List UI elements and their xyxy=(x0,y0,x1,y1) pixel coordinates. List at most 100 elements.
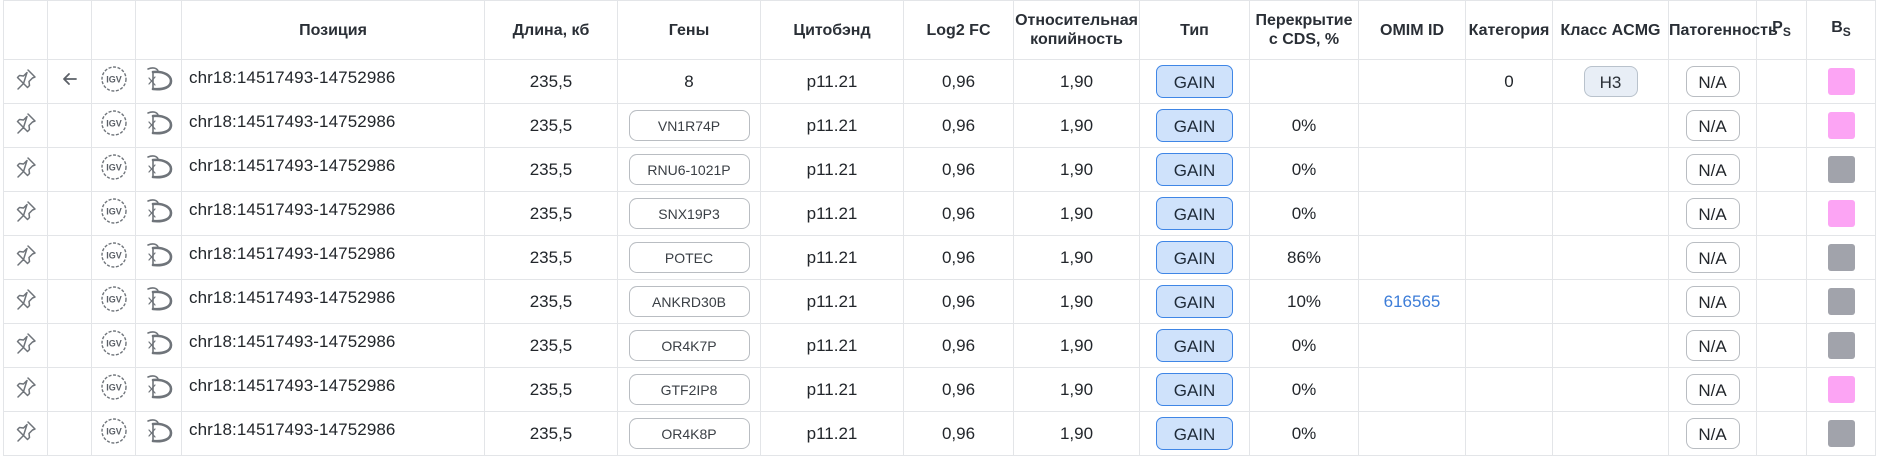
table-row[interactable]: IGV chr18:14517493-14752986 235,5 SNX19P3 p1… xyxy=(3,191,1876,236)
genes-cell[interactable]: VN1R74P xyxy=(617,103,761,148)
gene-chip[interactable]: POTEC xyxy=(628,242,750,273)
header-length[interactable]: Длина, кб xyxy=(484,0,618,60)
genes-cell[interactable]: SNX19P3 xyxy=(617,191,761,236)
gene-chip[interactable]: GTF2IP8 xyxy=(628,374,750,405)
header-type[interactable]: Тип xyxy=(1139,0,1250,60)
genes-count[interactable]: 8 xyxy=(684,71,694,91)
header-pathogenicity[interactable]: Патогенность xyxy=(1668,0,1778,60)
table-row[interactable]: IGV chr18:14517493-14752986 235,5 VN1R74P p1… xyxy=(3,103,1876,148)
igv-button[interactable]: IGV xyxy=(91,279,136,324)
type-badge: GAIN xyxy=(1156,109,1233,142)
gene-chip[interactable]: OR4K8P xyxy=(628,418,750,449)
header-acmg[interactable]: Класс ACMG xyxy=(1552,0,1669,60)
header-bs[interactable]: BS xyxy=(1806,0,1876,60)
pathogenicity-badge[interactable]: N/A xyxy=(1685,330,1740,361)
table-row[interactable]: IGV chr18:14517493-14752986 235,5 POTEC p11.… xyxy=(3,235,1876,280)
pin-button[interactable] xyxy=(3,191,48,236)
pathogenicity-badge[interactable]: N/A xyxy=(1685,374,1740,405)
relative-copy-cell: 1,90 xyxy=(1013,59,1140,104)
table-row[interactable]: IGV chr18:14517493-14752986 235,5 8 p11.21 0,… xyxy=(3,59,1876,104)
omim-link[interactable]: 616565 xyxy=(1383,291,1441,311)
decipher-button[interactable] xyxy=(135,323,182,368)
decipher-button[interactable] xyxy=(135,367,182,412)
gene-chip[interactable]: ANKRD30B xyxy=(628,286,750,317)
header-relative-copy[interactable]: Относительная копийность xyxy=(1013,0,1140,60)
acmg-cell[interactable]: H3 xyxy=(1552,59,1669,104)
header-position[interactable]: Позиция xyxy=(181,0,485,60)
pathogenicity-cell[interactable]: N/A xyxy=(1668,411,1757,456)
header-category[interactable]: Категория xyxy=(1465,0,1553,60)
decipher-button[interactable] xyxy=(135,411,182,456)
pathogenicity-badge[interactable]: N/A xyxy=(1685,286,1740,317)
decipher-button[interactable] xyxy=(135,235,182,280)
pin-button[interactable] xyxy=(3,103,48,148)
acmg-badge[interactable]: H3 xyxy=(1583,66,1638,97)
genes-cell[interactable]: 8 xyxy=(617,59,761,104)
omim-cell[interactable]: 616565 xyxy=(1358,279,1466,324)
igv-button[interactable]: IGV xyxy=(91,323,136,368)
pathogenicity-badge[interactable]: N/A xyxy=(1685,418,1740,449)
log2fc-value: 0,96 xyxy=(941,203,976,223)
table-row[interactable]: IGV chr18:14517493-14752986 235,5 GTF2IP8 p1… xyxy=(3,367,1876,412)
pin-button[interactable] xyxy=(3,367,48,412)
table-row[interactable]: IGV chr18:14517493-14752986 235,5 OR4K7P p11… xyxy=(3,323,1876,368)
gene-chip[interactable]: SNX19P3 xyxy=(628,198,750,229)
pathogenicity-cell[interactable]: N/A xyxy=(1668,235,1757,280)
gene-chip[interactable]: VN1R74P xyxy=(628,110,750,141)
acmg-cell xyxy=(1552,103,1669,148)
igv-button[interactable]: IGV xyxy=(91,59,136,104)
igv-button[interactable]: IGV xyxy=(91,367,136,412)
pin-button[interactable] xyxy=(3,323,48,368)
pathogenicity-badge[interactable]: N/A xyxy=(1685,66,1740,97)
igv-button[interactable]: IGV xyxy=(91,147,136,192)
decipher-button[interactable] xyxy=(135,191,182,236)
pathogenicity-cell[interactable]: N/A xyxy=(1668,323,1757,368)
genes-cell[interactable]: POTEC xyxy=(617,235,761,280)
gene-chip[interactable]: RNU6-1021P xyxy=(628,154,750,185)
header-log2fc[interactable]: Log2 FC xyxy=(903,0,1014,60)
header-cds-overlap[interactable]: Перекрытие с CDS, % xyxy=(1249,0,1359,60)
igv-button[interactable]: IGV xyxy=(91,411,136,456)
cds-overlap-value: 0% xyxy=(1291,379,1317,399)
igv-button[interactable]: IGV xyxy=(91,191,136,236)
back-button[interactable] xyxy=(47,59,92,104)
header-genes[interactable]: Гены xyxy=(617,0,761,60)
pathogenicity-cell[interactable]: N/A xyxy=(1668,59,1757,104)
pathogenicity-badge[interactable]: N/A xyxy=(1685,198,1740,229)
pin-button[interactable] xyxy=(3,279,48,324)
decipher-button[interactable] xyxy=(135,59,182,104)
pathogenicity-badge[interactable]: N/A xyxy=(1685,110,1740,141)
header-ps[interactable]: PS xyxy=(1756,0,1807,60)
pin-button[interactable] xyxy=(3,59,48,104)
pathogenicity-cell[interactable]: N/A xyxy=(1668,367,1757,412)
header-cytoband[interactable]: Цитобэнд xyxy=(760,0,904,60)
header-omim[interactable]: OMIM ID xyxy=(1358,0,1466,60)
pin-button[interactable] xyxy=(3,147,48,192)
igv-button[interactable]: IGV xyxy=(91,235,136,280)
pin-button[interactable] xyxy=(3,235,48,280)
pin-button[interactable] xyxy=(3,411,48,456)
decipher-button[interactable] xyxy=(135,279,182,324)
genes-cell[interactable]: OR4K7P xyxy=(617,323,761,368)
gene-chip[interactable]: OR4K7P xyxy=(628,330,750,361)
length-value: 235,5 xyxy=(529,291,573,311)
pathogenicity-badge[interactable]: N/A xyxy=(1685,154,1740,185)
pathogenicity-badge[interactable]: N/A xyxy=(1685,242,1740,273)
header-relative-copy-line1: Относительная xyxy=(1015,12,1138,29)
genes-cell[interactable]: OR4K8P xyxy=(617,411,761,456)
pathogenicity-cell[interactable]: N/A xyxy=(1668,279,1757,324)
igv-icon: IGV xyxy=(100,417,128,450)
table-row[interactable]: IGV chr18:14517493-14752986 235,5 RNU6-1021… xyxy=(3,147,1876,192)
decipher-button[interactable] xyxy=(135,103,182,148)
igv-button[interactable]: IGV xyxy=(91,103,136,148)
genes-cell[interactable]: GTF2IP8 xyxy=(617,367,761,412)
pathogenicity-cell[interactable]: N/A xyxy=(1668,103,1757,148)
table-row[interactable]: IGV chr18:14517493-14752986 235,5 OR4K8P p11… xyxy=(3,411,1876,456)
decipher-button[interactable] xyxy=(135,147,182,192)
pathogenicity-cell[interactable]: N/A xyxy=(1668,147,1757,192)
pathogenicity-cell[interactable]: N/A xyxy=(1668,191,1757,236)
type-badge: GAIN xyxy=(1156,153,1233,186)
genes-cell[interactable]: ANKRD30B xyxy=(617,279,761,324)
genes-cell[interactable]: RNU6-1021P xyxy=(617,147,761,192)
table-row[interactable]: IGV chr18:14517493-14752986 235,5 ANKRD30B p… xyxy=(3,279,1876,324)
